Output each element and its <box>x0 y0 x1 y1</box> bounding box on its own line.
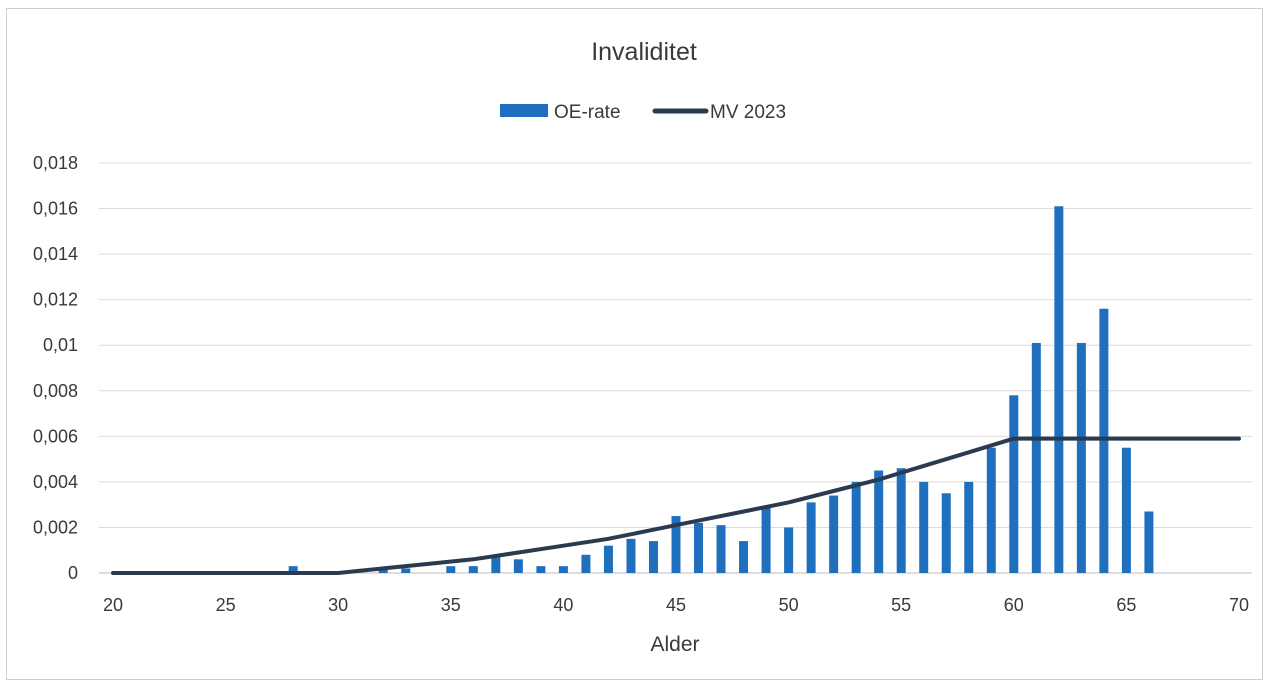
oe-rate-bar <box>941 493 951 573</box>
x-tick-label: 30 <box>328 595 348 615</box>
y-tick-label: 0,012 <box>33 290 78 310</box>
x-tick-label: 60 <box>1004 595 1024 615</box>
y-tick-label: 0,002 <box>33 517 78 537</box>
x-tick-label: 50 <box>779 595 799 615</box>
x-tick-label: 20 <box>103 595 123 615</box>
oe-rate-bar <box>558 566 568 573</box>
y-tick-label: 0 <box>68 563 78 583</box>
oe-rate-bar <box>378 568 388 573</box>
mv-2023-line <box>111 436 1241 575</box>
legend-label-oe-rate: OE-rate <box>554 102 621 123</box>
oe-rate-bar <box>513 559 523 573</box>
oe-rate-bar <box>401 568 411 573</box>
x-tick-label: 45 <box>666 595 686 615</box>
oe-rate-bar <box>806 502 816 573</box>
oe-rate-bar <box>536 566 546 573</box>
oe-rate-bar <box>671 516 681 573</box>
oe-rate-bar <box>491 557 501 573</box>
y-tick-label: 0,006 <box>33 426 78 446</box>
oe-rate-bar <box>851 481 861 573</box>
mv-2023-line-group <box>111 436 1241 575</box>
x-axis-ticks: 20 25 30 35 40 45 50 55 60 65 70 <box>103 595 1249 615</box>
x-tick-label: 25 <box>216 595 236 615</box>
y-tick-label: 0,016 <box>33 199 78 219</box>
x-axis-title: Alder <box>650 633 699 656</box>
oe-rate-bar <box>1031 342 1041 573</box>
oe-rate-bar <box>648 541 658 573</box>
x-tick-label: 35 <box>441 595 461 615</box>
y-tick-label: 0,004 <box>33 472 78 492</box>
oe-rate-bar <box>626 538 636 573</box>
y-tick-label: 0,014 <box>33 244 78 264</box>
oe-rate-bar <box>603 545 613 573</box>
oe-rate-bar <box>1099 308 1109 573</box>
y-tick-label: 0,018 <box>33 153 78 173</box>
oe-rate-bar <box>1144 511 1154 573</box>
oe-rate-bar <box>581 554 591 573</box>
oe-rate-bar <box>739 541 749 573</box>
oe-rate-bars <box>288 206 1154 573</box>
oe-rate-bar <box>1009 395 1019 573</box>
oe-rate-bar <box>694 522 704 573</box>
legend-label-mv-2023: MV 2023 <box>710 102 786 123</box>
oe-rate-bar <box>468 566 478 573</box>
oe-rate-bar <box>288 566 298 573</box>
chart-title: Invaliditet <box>591 38 697 66</box>
y-axis-ticks: 0 0,002 0,004 0,006 0,008 0,01 0,012 0,014 0,016… <box>33 153 78 583</box>
oe-rate-bar <box>964 481 974 573</box>
legend-swatch-oe-rate <box>500 104 548 117</box>
x-tick-label: 40 <box>553 595 573 615</box>
y-tick-label: 0,01 <box>43 335 78 355</box>
oe-rate-bar <box>829 495 839 573</box>
oe-rate-bar <box>1076 342 1086 573</box>
oe-rate-bar <box>761 506 771 573</box>
legend: OE-rate MV 2023 <box>500 102 786 123</box>
x-tick-label: 70 <box>1229 595 1249 615</box>
oe-rate-bar <box>784 527 794 573</box>
y-tick-label: 0,008 <box>33 381 78 401</box>
oe-rate-bar <box>874 470 884 573</box>
oe-rate-bar <box>919 481 929 573</box>
oe-rate-bar <box>1121 447 1131 573</box>
oe-rate-bar <box>1054 206 1064 573</box>
oe-rate-bar <box>446 566 456 573</box>
oe-rate-bar <box>896 468 906 573</box>
x-tick-label: 65 <box>1116 595 1136 615</box>
x-tick-label: 55 <box>891 595 911 615</box>
oe-rate-bar <box>716 525 726 573</box>
oe-rate-bar <box>986 447 996 573</box>
